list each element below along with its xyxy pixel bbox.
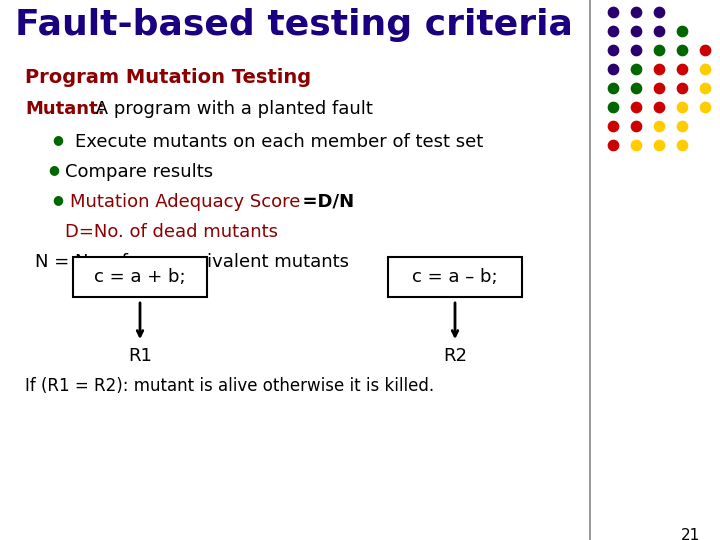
Point [699,65,711,73]
Point [630,65,642,73]
Point [676,103,688,111]
Point [607,26,618,35]
Point [607,65,618,73]
Point [699,103,711,111]
Point [653,65,665,73]
Point [630,8,642,16]
Text: ●: ● [48,163,59,176]
Point [676,141,688,150]
Text: =D/N: =D/N [290,193,354,211]
FancyBboxPatch shape [73,257,207,297]
Text: Compare results: Compare results [65,163,213,181]
Point [653,103,665,111]
Point [676,26,688,35]
Point [653,26,665,35]
Text: N = No. of non equivalent mutants: N = No. of non equivalent mutants [35,253,349,271]
Text: D=No. of dead mutants: D=No. of dead mutants [65,223,278,241]
Point [630,141,642,150]
Point [653,46,665,55]
Point [653,8,665,16]
Point [699,84,711,92]
Text: c = a + b;: c = a + b; [94,268,186,286]
Point [607,141,618,150]
Text: 21: 21 [680,528,700,540]
Point [630,46,642,55]
Point [676,84,688,92]
Text: c = a – b;: c = a – b; [412,268,498,286]
Text: ●: ● [52,193,63,206]
Point [653,84,665,92]
Text: Program Mutation Testing: Program Mutation Testing [25,68,311,87]
Point [607,122,618,130]
Point [630,26,642,35]
Text: A program with a planted fault: A program with a planted fault [90,100,373,118]
Text: Mutant:: Mutant: [25,100,104,118]
FancyBboxPatch shape [388,257,522,297]
Point [607,46,618,55]
Point [607,84,618,92]
Text: Execute mutants on each member of test set: Execute mutants on each member of test s… [75,133,483,151]
Point [676,65,688,73]
Point [676,122,688,130]
Point [607,103,618,111]
Point [699,46,711,55]
Point [676,46,688,55]
Point [653,122,665,130]
Text: ●: ● [52,133,63,146]
Point [607,8,618,16]
Point [653,141,665,150]
Text: If (R1 = R2): mutant is alive otherwise it is killed.: If (R1 = R2): mutant is alive otherwise … [25,377,434,395]
Point [630,84,642,92]
Text: Fault-based testing criteria: Fault-based testing criteria [15,8,573,42]
Text: R2: R2 [443,347,467,365]
Text: R1: R1 [128,347,152,365]
Point [630,122,642,130]
Point [630,103,642,111]
Text: Mutation Adequacy Score: Mutation Adequacy Score [70,193,300,211]
